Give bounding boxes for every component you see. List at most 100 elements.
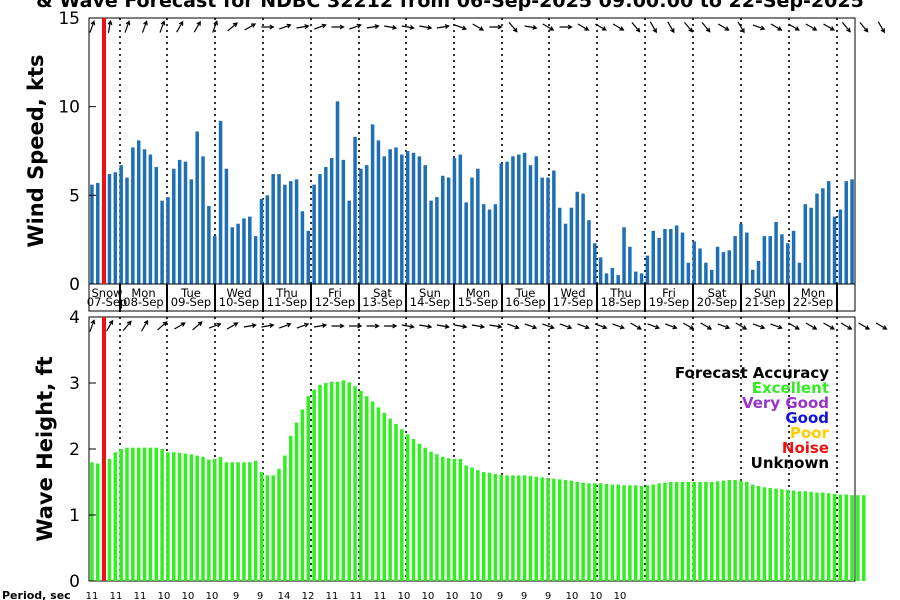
wind-bar	[832, 216, 837, 284]
direction-arrow-icon	[157, 321, 168, 331]
wind-bar	[569, 207, 574, 284]
day-date-label: 08-Sep	[123, 295, 163, 309]
wind-bar	[212, 236, 217, 284]
wind-bar	[499, 163, 503, 284]
wave-bar	[417, 443, 422, 581]
wind-bar	[300, 211, 305, 284]
wind-bar	[797, 262, 802, 284]
wind-bar	[236, 223, 240, 284]
wind-bar	[125, 177, 129, 284]
wind-bar	[183, 161, 188, 284]
wind-bar	[628, 246, 632, 284]
direction-arrow-icon	[278, 23, 292, 30]
direction-arrow-icon	[647, 323, 661, 330]
day-name-label: Sat	[373, 286, 392, 300]
wind-y-axis-ticks: 0 5 10 15	[58, 9, 96, 295]
period-value: 9	[233, 591, 239, 600]
wave-bar	[353, 386, 357, 581]
wind-bar	[733, 236, 737, 284]
wave-bar	[218, 456, 223, 581]
direction-arrow-icon	[107, 19, 113, 34]
direction-arrow-icon	[454, 324, 468, 329]
wave-bar	[376, 407, 381, 581]
wave-bar	[832, 493, 837, 581]
direction-arrow-icon	[174, 322, 186, 330]
wave-bar	[405, 434, 410, 581]
wave-y-axis-label: Wave Height, ft	[33, 356, 57, 541]
wind-bar	[540, 177, 544, 284]
wave-bar	[236, 462, 240, 581]
wind-bar	[563, 223, 568, 284]
day-date-label: 16-Sep	[505, 295, 545, 309]
wave-bar	[844, 494, 848, 581]
wave-bar	[253, 460, 258, 581]
wind-bar	[534, 156, 539, 284]
day-name-label: Wed	[560, 286, 585, 300]
direction-arrow-icon	[788, 322, 800, 330]
direction-arrow-icon	[349, 23, 362, 30]
period-value: 11	[86, 591, 99, 600]
day-name-label: Thu	[609, 286, 632, 300]
wave-bar	[663, 482, 667, 581]
wave-bar	[359, 390, 363, 581]
now-marker-wave	[102, 317, 106, 581]
day-date-label: 07-Sep	[87, 295, 127, 309]
wave-bar	[283, 455, 287, 581]
direction-arrow-icon	[559, 24, 573, 30]
wind-bar	[511, 156, 515, 284]
legend-item: Excellent	[752, 379, 829, 397]
direction-arrow-icon	[471, 324, 486, 329]
wind-bar	[821, 188, 825, 284]
period-value: 9	[497, 591, 503, 600]
wave-bar	[148, 447, 153, 581]
wave-bars	[90, 380, 866, 581]
wave-bar	[534, 476, 539, 581]
wave-bar	[487, 472, 492, 581]
now-marker-wind	[102, 18, 106, 284]
wave-bar	[575, 482, 580, 581]
wind-bar	[826, 181, 831, 284]
wind-bar	[253, 236, 258, 284]
direction-arrow-icon	[419, 324, 433, 329]
wind-bar	[359, 168, 363, 284]
wave-bar	[212, 458, 217, 581]
wind-bar	[844, 181, 848, 284]
direction-arrow-icon	[875, 322, 888, 330]
wind-bar	[388, 149, 392, 284]
wave-bar	[856, 495, 860, 581]
wind-bar	[575, 191, 580, 284]
chart-title: & Wave Forecast for NDBC 32212 from 06-S…	[36, 0, 864, 12]
wave-bar	[429, 451, 433, 581]
direction-arrow-icon	[752, 323, 766, 330]
wave-bar	[768, 487, 772, 581]
wind-bar	[809, 207, 813, 284]
wave-bar	[306, 396, 311, 581]
wave-bar	[411, 439, 416, 581]
wave-bar	[435, 454, 439, 581]
wave-bar	[511, 475, 515, 581]
wind-bar	[657, 237, 661, 284]
direction-arrow-icon	[752, 24, 766, 31]
wave-bar	[756, 485, 761, 581]
day-name-label: Wed	[226, 286, 251, 300]
direction-arrow-icon	[296, 24, 310, 29]
direction-arrow-icon	[840, 322, 853, 330]
wind-bar	[96, 182, 100, 284]
wind-bar	[148, 154, 153, 284]
direction-arrow-icon	[859, 22, 869, 33]
wave-bar	[704, 482, 708, 581]
wave-bar	[312, 389, 316, 581]
y-tick-label: 3	[69, 374, 80, 394]
wave-bar	[733, 480, 737, 581]
wind-bar	[651, 230, 656, 284]
wind-bar	[616, 275, 620, 284]
wave-bar	[645, 485, 650, 581]
direction-arrow-icon	[261, 24, 275, 30]
wind-bar	[248, 216, 252, 284]
day-date-label: 14-Sep	[410, 295, 450, 309]
wind-bar	[528, 165, 533, 284]
wave-bar	[593, 483, 597, 581]
wave-bar	[680, 482, 685, 581]
wind-bar	[476, 168, 480, 284]
